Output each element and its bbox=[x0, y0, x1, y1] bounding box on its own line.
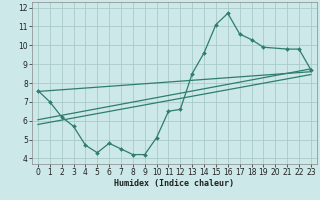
X-axis label: Humidex (Indice chaleur): Humidex (Indice chaleur) bbox=[115, 179, 234, 188]
